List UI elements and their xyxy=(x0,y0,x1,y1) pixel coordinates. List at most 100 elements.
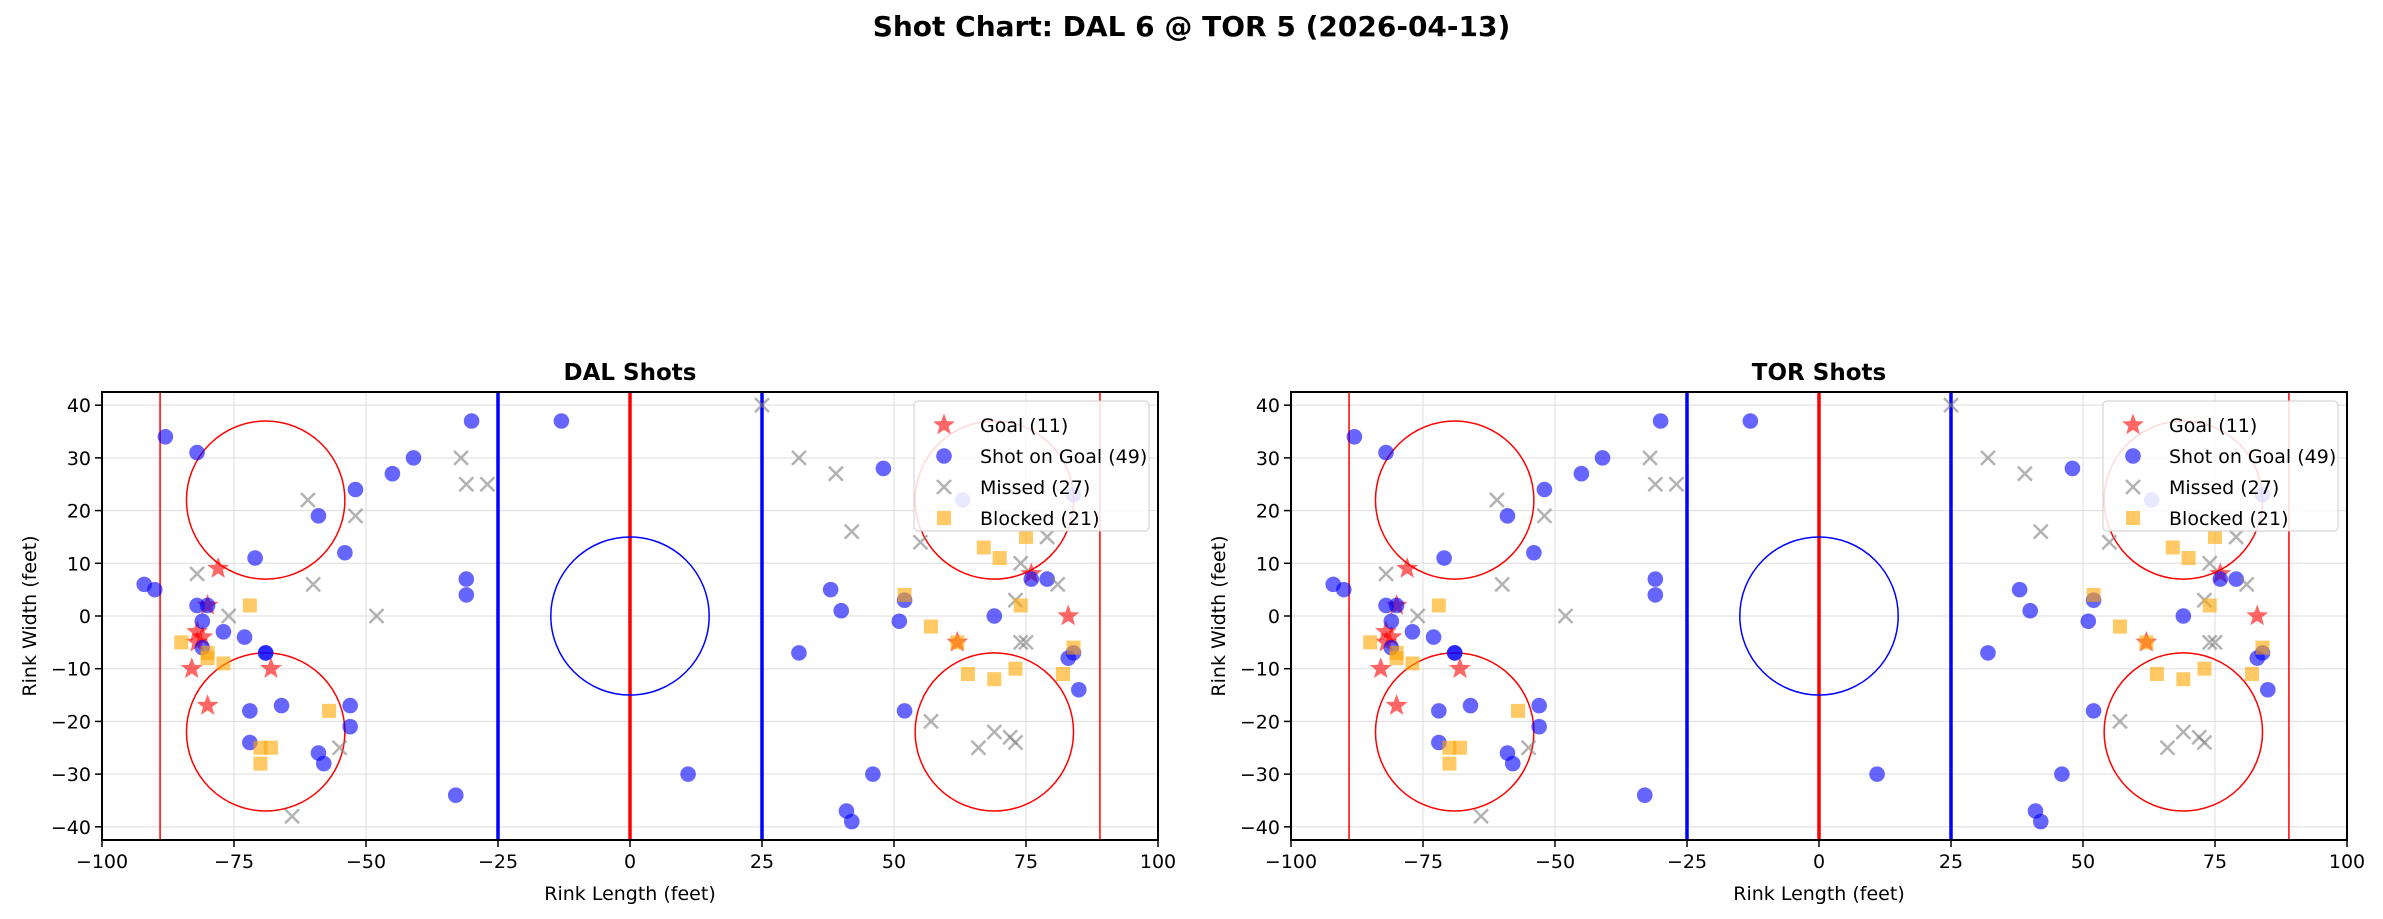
chart-2-x-point xyxy=(1642,449,1658,466)
chart-1-x-point xyxy=(331,739,348,756)
chart-1-x-tick-label: −50 xyxy=(346,851,386,873)
chart-2-circle-point xyxy=(1647,587,1664,603)
chart-2-legend-label: Shot on Goal (49) xyxy=(2169,446,2336,468)
chart-2-circle-point xyxy=(1446,645,1463,661)
chart-2-square-point xyxy=(1389,651,1404,666)
chart-1-square-point xyxy=(174,635,189,650)
chart-2-circle-point xyxy=(1431,703,1447,719)
chart-1-title: DAL Shots xyxy=(564,360,697,386)
chart-2-circle-point xyxy=(1594,450,1611,466)
chart-1-circle-point xyxy=(791,645,807,661)
chart-1-circle-point xyxy=(342,697,358,714)
chart-2-square-point xyxy=(2165,540,2180,555)
chart-2-series-x xyxy=(1378,397,2255,825)
chart-2-circle-point xyxy=(2175,608,2192,624)
chart-1-square-point xyxy=(1013,598,1028,613)
chart-2-square-point xyxy=(2176,672,2191,687)
chart-1-x-point xyxy=(284,808,300,825)
chart-2-x-point xyxy=(1520,739,1537,756)
chart-2-y-tick-label: 40 xyxy=(1256,395,1280,417)
chart-1-circle-point xyxy=(337,544,353,561)
chart-2-circle-point xyxy=(1425,629,1442,645)
chart-1-circle-point xyxy=(405,450,422,466)
chart-2-square-point xyxy=(2197,661,2212,676)
chart-1-circle-point xyxy=(822,581,839,598)
chart-2-y-tick-label: −10 xyxy=(1240,659,1280,681)
chart-2-title: TOR Shots xyxy=(1752,360,1886,386)
chart-1-x-point xyxy=(843,523,860,540)
chart-1-x-point xyxy=(1012,555,1029,572)
chart-1-circle-point xyxy=(242,703,258,719)
chart-1-circle-point xyxy=(447,787,464,803)
chart-1-star-point xyxy=(180,657,203,679)
chart-1-y-tick-label: 20 xyxy=(67,501,91,523)
chart-1-circle-point xyxy=(1023,571,1040,587)
chart-1-square-point xyxy=(987,672,1002,687)
chart-2-square-point xyxy=(1452,740,1467,755)
chart-2-x-point xyxy=(1647,476,1664,493)
chart-panel-2: −100 −75 −50 −25 0 25 50 75 100−40−30−20−1001020… xyxy=(1208,360,2365,905)
chart-1-x-point xyxy=(1049,576,1066,593)
chart-1-x-tick-label: 25 xyxy=(750,851,774,873)
chart-1-square-point xyxy=(1019,529,1033,544)
chart-1-square-point xyxy=(950,635,965,650)
chart-1-circle-point xyxy=(458,587,475,603)
chart-2-x-tick-label: 75 xyxy=(2203,851,2227,873)
chart-1-circle-point xyxy=(257,645,274,661)
chart-1-x-point xyxy=(305,576,322,593)
chart-2-x-tick-label: 50 xyxy=(2071,851,2095,873)
chart-1-x-point xyxy=(189,565,205,582)
chart-2-legend-box xyxy=(2102,400,2339,532)
chart-2-x-point xyxy=(1668,476,1685,493)
chart-1-square-point xyxy=(253,756,268,771)
chart-1-y-tick-label: 0 xyxy=(79,606,91,628)
chart-2-x-tick-label: −50 xyxy=(1535,851,1575,873)
chart-2-circle-point xyxy=(1378,444,1394,461)
chart-1-square-point xyxy=(253,740,268,755)
chart-1-square-point xyxy=(960,666,975,681)
chart-1-y-tick-label: 10 xyxy=(67,553,91,575)
chart-2-square-point xyxy=(2149,666,2164,681)
chart-1-square-point xyxy=(322,703,337,718)
chart-1-circle-point xyxy=(986,608,1003,624)
chart-1-star-point xyxy=(207,557,230,578)
chart-1-legend: Goal (11) Shot on Goal (49) Missed (27) Blo… xyxy=(913,400,1150,532)
chart-1-circle-point xyxy=(157,429,174,445)
chart-1-star-point xyxy=(1057,604,1080,626)
chart-1-x-point xyxy=(986,724,1003,740)
chart-1-y-tick-label: −10 xyxy=(51,659,91,681)
chart-2-legend-label: Blocked (21) xyxy=(2169,508,2289,530)
chart-2-circle-point xyxy=(1869,766,1885,782)
chart-1-legend-label: Missed (27) xyxy=(980,477,1090,499)
chart-1-legend-box xyxy=(913,400,1150,532)
chart-2-circle-point xyxy=(1647,571,1664,587)
chart-2-series-square xyxy=(1363,529,2270,771)
chart-2-circle-point xyxy=(2228,571,2244,587)
chart-2-x-point xyxy=(2175,724,2192,740)
chart-1-x-tick-label: −75 xyxy=(214,851,254,873)
chart-2-circle-point xyxy=(1336,581,1352,598)
chart-2-circle-point xyxy=(1346,429,1363,445)
chart-2-x-point xyxy=(2201,555,2218,572)
chart-1-legend-marker-square xyxy=(937,511,951,525)
chart-2-star-point xyxy=(1385,694,1408,715)
chart-1-circle-point xyxy=(236,629,253,645)
chart-2-y-tick-label: −20 xyxy=(1240,711,1280,733)
chart-1-square-point xyxy=(1055,666,1070,681)
chart-1-x-point xyxy=(347,507,364,524)
chart-1-x-point xyxy=(479,476,496,493)
chart-1-x-point xyxy=(1012,634,1029,651)
chart-2-y-tick-label: 0 xyxy=(1268,606,1280,628)
chart-2-circle-point xyxy=(1404,624,1421,640)
chart-1-square-point xyxy=(200,651,215,666)
chart-2-y-axis-label: Rink Width (feet) xyxy=(1208,535,1230,696)
chart-2-circle-point xyxy=(2212,571,2229,587)
chart-1-x-tick-label: −100 xyxy=(76,851,128,873)
chart-1-circle-point xyxy=(147,581,163,598)
chart-1-legend-label: Shot on Goal (49) xyxy=(980,446,1147,468)
chart-1-legend-marker-circle xyxy=(936,448,952,464)
chart-1-circle-point xyxy=(1039,571,1055,587)
chart-2-center-circle xyxy=(1739,536,1899,696)
chart-2-series-circle xyxy=(1325,413,2276,830)
chart-1-circle-point xyxy=(553,413,570,429)
